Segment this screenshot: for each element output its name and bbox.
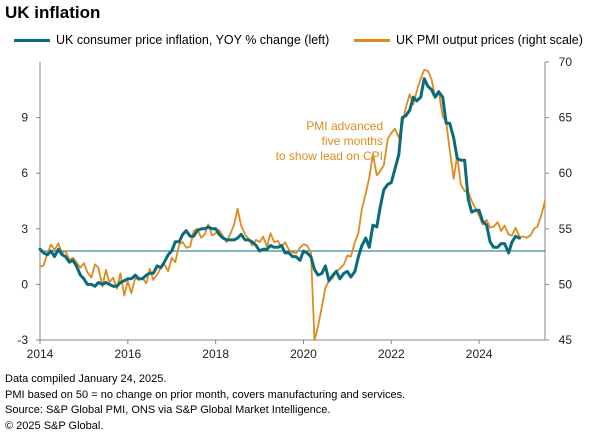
left-tick-label: -3 xyxy=(17,333,28,347)
annotation-line: five months xyxy=(322,134,383,148)
left-tick-label: 0 xyxy=(21,277,28,291)
x-tick-label: 2018 xyxy=(202,347,229,361)
annotation-line: PMI advanced xyxy=(306,119,383,133)
right-tick-label: 55 xyxy=(559,222,573,236)
legend-item-cpi: UK consumer price inflation, YOY % chang… xyxy=(14,33,329,47)
pmi-series-line xyxy=(39,68,546,341)
footnote-source: Source: S&P Global PMI, ONS via S&P Glob… xyxy=(5,404,331,416)
footnote-compiled: Data compiled January 24, 2025. xyxy=(5,373,167,385)
legend-item-pmi: UK PMI output prices (right scale) xyxy=(354,33,583,47)
footnote-pmi-basis: PMI based on 50 = no change on prior mon… xyxy=(5,388,406,401)
left-tick-label: 3 xyxy=(21,222,28,236)
cpi-series-line xyxy=(38,77,521,288)
right-tick-label: 70 xyxy=(559,55,573,69)
right-tick-label: 65 xyxy=(559,111,573,125)
x-tick-label: 2022 xyxy=(378,347,405,361)
legend-swatch-cpi xyxy=(14,38,50,42)
x-tick-label: 2024 xyxy=(466,347,493,361)
legend-swatch-pmi xyxy=(354,38,390,42)
chart-title: UK inflation xyxy=(5,3,101,22)
footnote-copyright: © 2025 S&P Global. xyxy=(5,419,104,432)
left-tick-label: 9 xyxy=(21,111,28,125)
right-tick-label: 45 xyxy=(559,333,573,347)
legend-label-pmi: UK PMI output prices (right scale) xyxy=(396,33,583,47)
right-tick-label: 50 xyxy=(559,277,573,291)
x-tick-label: 2016 xyxy=(114,347,141,361)
left-tick-label: 6 xyxy=(21,166,28,180)
legend: UK consumer price inflation, YOY % chang… xyxy=(0,33,590,51)
footnotes: Data compiled January 24, 2025. PMI base… xyxy=(5,372,405,434)
legend-label-cpi: UK consumer price inflation, YOY % chang… xyxy=(56,33,330,47)
x-tick-label: 2014 xyxy=(27,347,54,361)
annotation-line: to show lead on CPI xyxy=(276,149,383,163)
right-tick-label: 60 xyxy=(559,166,573,180)
x-tick-label: 2020 xyxy=(290,347,317,361)
